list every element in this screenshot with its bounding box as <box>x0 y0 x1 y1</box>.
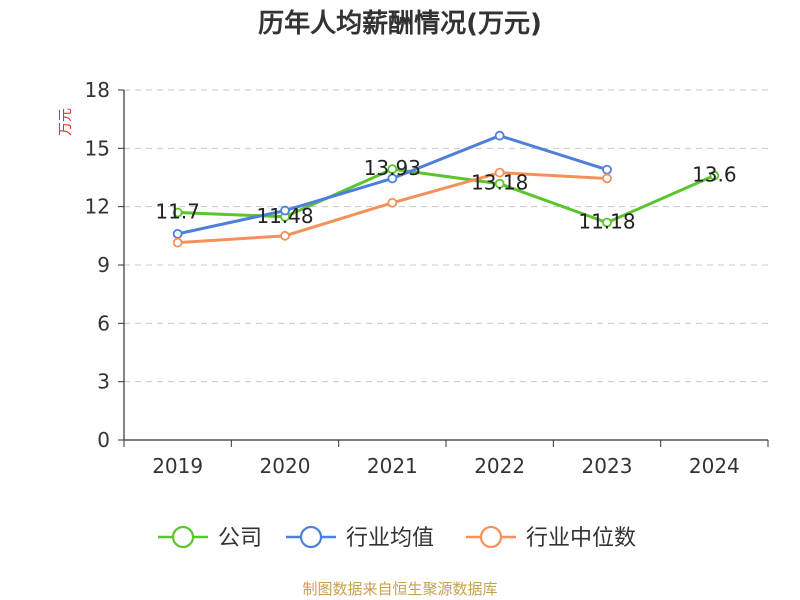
data-point <box>172 237 183 248</box>
data-point <box>602 164 612 175</box>
source-note: 制图数据来自恒生聚源数据库 <box>302 580 497 598</box>
legend-item-1: 行业均值 <box>286 525 434 551</box>
data-label: 11.7 <box>155 200 200 224</box>
data-point <box>387 197 398 208</box>
legend-label: 行业中位数 <box>526 526 636 551</box>
chart-title: 历年人均薪酬情况(万元) <box>258 8 542 39</box>
data-label: 13.6 <box>692 163 737 187</box>
y-tick-label: 0 <box>97 428 110 452</box>
grid-lines <box>124 89 768 383</box>
y-tick-label: 3 <box>97 370 110 394</box>
y-tick-label: 9 <box>97 253 110 277</box>
data-point <box>387 173 398 184</box>
legend-swatch-marker <box>299 525 323 549</box>
legend: 公司 行业均值 行业中位数 <box>158 525 636 551</box>
data-label: 13.18 <box>471 171 528 195</box>
legend-label: 公司 <box>218 526 262 551</box>
y-tick-label: 12 <box>85 195 110 219</box>
data-point <box>494 178 505 189</box>
series-2 <box>172 167 612 248</box>
data-point <box>172 228 183 239</box>
series-lines <box>172 130 720 248</box>
legend-item-2: 行业中位数 <box>466 525 636 551</box>
data-label: 11.48 <box>256 204 313 228</box>
data-point <box>280 230 290 241</box>
legend-swatch-marker <box>479 525 503 549</box>
x-tick-label: 2020 <box>260 454 311 478</box>
legend-item-0: 公司 <box>158 525 262 551</box>
data-labels: 11.7 11.48 13.93 13.18 11.18 13.6 <box>155 156 736 233</box>
data-point <box>602 217 612 228</box>
x-tick-label: 2019 <box>152 454 203 478</box>
legend-label: 行业均值 <box>346 526 434 551</box>
legend-swatch-marker <box>171 525 195 549</box>
x-tick-label: 2021 <box>367 454 418 478</box>
data-point <box>172 207 183 218</box>
series-line <box>177 134 608 236</box>
x-tick-label: 2024 <box>689 454 740 478</box>
y-tick-label: 18 <box>85 78 110 102</box>
data-point <box>387 164 398 175</box>
data-point <box>602 173 612 184</box>
x-tick-label: 2022 <box>474 454 525 478</box>
data-point <box>494 130 505 141</box>
data-point <box>280 205 290 216</box>
data-point <box>494 167 505 178</box>
y-tick-label: 15 <box>85 136 110 160</box>
x-tick-label: 2023 <box>582 454 633 478</box>
data-label: 11.18 <box>578 210 635 234</box>
series-line <box>177 167 715 225</box>
data-point <box>709 170 720 181</box>
y-tick-label: 6 <box>97 311 110 335</box>
series-1 <box>172 130 612 239</box>
data-label: 13.93 <box>364 156 421 180</box>
axes: 0 3 6 9 12 15 18 2019 2020 2021 2022 2023 2024 <box>85 78 769 478</box>
y-axis-label: 万元 <box>58 108 74 136</box>
